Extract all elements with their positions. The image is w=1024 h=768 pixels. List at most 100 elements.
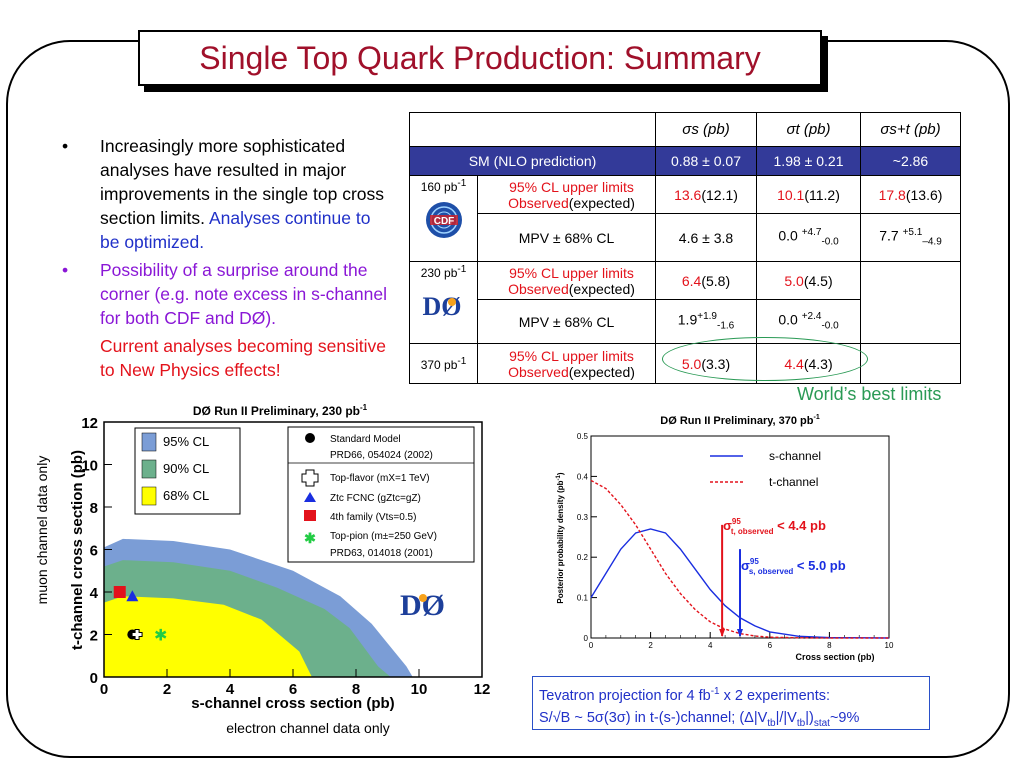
svg-text:DØ: DØ: [422, 292, 461, 321]
legend-s-label: s-channel: [769, 449, 821, 463]
d0-370-label-cell: 370 pb-1: [409, 343, 478, 384]
d0-230-lumi: 230 pb-1: [420, 264, 467, 280]
legend-toppion-marker: ✱: [304, 530, 316, 546]
t-channel-curve: [590, 479, 889, 639]
legend-prd63: PRD63, 014018 (2001): [330, 548, 433, 559]
cl-region-68cl: [104, 596, 312, 677]
y-tick-label: 6: [90, 543, 98, 560]
bullet-1-text: Increasingly more sophisticated analyses…: [100, 136, 385, 228]
legend-toppion: Top-pion (m±=250 GeV): [330, 531, 437, 542]
bullet-list: • Increasingly more sophisticated analys…: [62, 134, 392, 382]
left-plot-cl-regions: [104, 538, 413, 677]
cdf-st-limit: 17.8(13.6): [860, 175, 961, 214]
d0-230-mpv-row: MPV ± 68% CL 1.9+1.9-1.6 0.0 +2.4-0.0: [410, 299, 961, 344]
y-tick-label: 0: [584, 634, 589, 643]
x-tick-label: 0: [100, 681, 108, 698]
left-plot: DØ Run II Preliminary, 230 pb-1 0 2 4 6 8 10 1…: [34, 403, 490, 736]
worlds-best-label: World’s best limits: [797, 384, 942, 404]
left-plot-x-ticks: 0 2 4 6 8 10 12: [100, 669, 490, 698]
limit-arrow-head: [737, 629, 743, 637]
x-tick-label: 0: [589, 641, 594, 650]
x-tick-label: 10: [411, 681, 428, 698]
header-sigma-st: σs+t (pb): [860, 112, 961, 147]
limit-arrow-head: [719, 629, 726, 637]
right-plot-title: DØ Run II Preliminary, 370 pb-1: [660, 414, 820, 427]
d0-230-mpv-s: 1.9+1.9-1.6: [655, 299, 757, 344]
legend-cl68: 68% CL: [163, 488, 209, 503]
svg-text:DØ: DØ: [400, 589, 445, 622]
cdf-limit-label: 95% CL upper limits Observed(expected): [477, 175, 656, 214]
y-tick-label: 4: [90, 585, 99, 602]
legend-cl90: 90% CL: [163, 461, 209, 476]
cdf-lumi: 160 pb-1: [420, 178, 467, 194]
bullet-dot: •: [62, 260, 69, 280]
header-sigma-t: σt (pb): [756, 112, 861, 147]
s-channel-curve: [590, 528, 890, 639]
x-tick-label: 4: [708, 641, 713, 650]
d0-logo: DØ: [421, 288, 466, 322]
note-line-2: S/√B ~ 5σ(3σ) in t-(s-)channel; (Δ|Vtb|/…: [539, 709, 860, 729]
cl95-swatch: [141, 432, 157, 452]
y-tick-label: 2: [90, 628, 98, 645]
legend-topflavor: Top-flavor (mX=1 TeV): [330, 473, 430, 484]
sm-row: SM (NLO prediction) 0.88 ± 0.07 1.98 ± 0…: [409, 146, 961, 176]
note-line-1: Tevatron projection for 4 fb-1 x 2 exper…: [539, 686, 831, 704]
left-plot-title: DØ Run II Preliminary, 230 pb-1: [193, 403, 368, 418]
legend-t-label: t-channel: [769, 475, 818, 489]
title-box: Single Top Quark Production: Summary: [138, 30, 822, 86]
x-tick-label: 2: [648, 641, 653, 650]
left-plot-y-ticks: 0 2 4 6 8 10 12: [81, 415, 112, 687]
d0-230-mpv-label: MPV ± 68% CL: [477, 299, 656, 344]
x-tick-label: 6: [289, 681, 297, 698]
right-plot-curves: [590, 479, 890, 639]
model-point: [131, 629, 143, 640]
d0-230-s-limit: 6.4(5.8): [655, 261, 757, 300]
model-point: ✱: [154, 628, 167, 645]
y-tick-label: 0.2: [577, 553, 589, 562]
y-tick-label: 0.4: [577, 472, 589, 481]
bullet-3-text: Current analyses becoming sensitive to N…: [100, 336, 386, 380]
legend-sm: Standard Model: [330, 434, 401, 445]
right-plot-ticks: 0 2 4 6 8 10 0 0.1 0.2 0.3 0.4 0.5: [577, 432, 894, 650]
x-tick-label: 6: [768, 641, 773, 650]
d0-370-limit-label: 95% CL upper limits Observed(expected): [477, 343, 656, 384]
sm-label: SM (NLO prediction): [409, 146, 656, 176]
header-sigma-s: σs (pb): [655, 112, 757, 147]
left-plot-model-legend: Standard Model PRD66, 054024 (2002) Top-…: [287, 426, 475, 563]
sm-t: 1.98 ± 0.21: [756, 146, 861, 176]
y-tick-label: 8: [90, 500, 98, 517]
sm-s: 0.88 ± 0.07: [655, 146, 757, 176]
legend-cl95: 95% CL: [163, 434, 209, 449]
svg-text:CDF: CDF: [433, 216, 454, 227]
bullet-2-text: Possibility of a surprise around the cor…: [100, 260, 387, 328]
left-plot-d0-logo: DØ: [400, 589, 445, 622]
cdf-mpv-row: MPV ± 68% CL 4.6 ± 3.8 0.0 +4.7-0.0 7.7 …: [410, 213, 961, 262]
bullet-dot: •: [62, 136, 69, 156]
x-tick-label: 8: [827, 641, 832, 650]
x-tick-label: 10: [885, 641, 894, 650]
right-plot-ylabel: Posterior probability density (pb-1): [556, 472, 565, 603]
bullet-2: • Possibility of a surprise around the c…: [62, 258, 392, 330]
left-plot-model-points: ✱: [113, 586, 167, 645]
y-tick-label: 0.1: [577, 594, 589, 603]
bullet-1: • Increasingly more sophisticated analys…: [62, 134, 392, 254]
y-tick-label: 0.5: [577, 432, 589, 441]
legend-ztc-marker: [304, 492, 316, 502]
cl90-swatch: [141, 459, 157, 479]
table-header-row: σs (pb) σt (pb) σs+t (pb): [409, 112, 961, 147]
d0-230-limits-row: 230 pb-1 DØ 95% CL upper limits Observed…: [409, 261, 961, 344]
x-tick-label: 8: [352, 681, 360, 698]
results-table: σs (pb) σt (pb) σs+t (pb) SM (NLO predic…: [409, 112, 961, 384]
model-point: [126, 590, 139, 602]
cdf-mpv-st: 7.7 +5.1–4.9: [860, 213, 961, 262]
left-plot-ylabel: t-channel cross section (pb): [69, 450, 86, 650]
right-plot-xlabel: Cross section (pb): [795, 652, 874, 662]
left-plot-side-label: muon channel data only: [34, 456, 50, 605]
annotation-t-limit: σ95 t, observed < 4.4 pb: [723, 517, 826, 536]
cdf-mpv-t: 0.0 +4.7-0.0: [756, 213, 861, 262]
annotation-s-limit: σ95 s, observed < 5.0 pb: [741, 557, 846, 576]
cdf-mpv-label: MPV ± 68% CL: [477, 213, 656, 262]
cdf-label-cell: 160 pb-1 CDF: [409, 175, 478, 262]
cdf-limits-row: 160 pb-1 CDF 95% CL upper limits Observe…: [409, 175, 961, 262]
d0-230-st-empty: [860, 261, 961, 344]
